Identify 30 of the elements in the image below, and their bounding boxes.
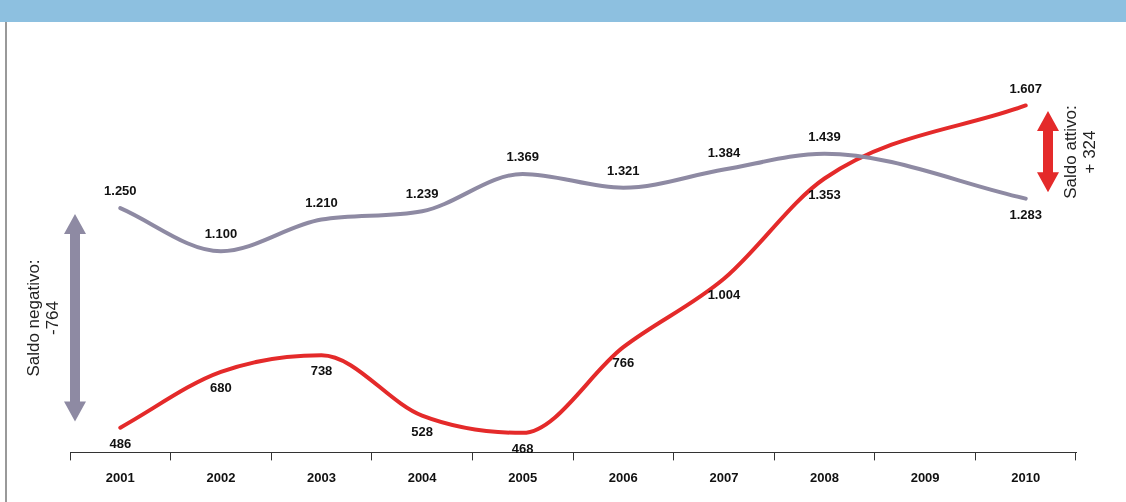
data-label: 1.353 [808,186,841,202]
annotation: Saldo attivo: + 324 [1060,105,1099,199]
data-label: 738 [310,363,333,379]
data-label: 1.210 [305,194,338,210]
data-label: 1.607 [1009,80,1042,96]
data-label: 1.439 [808,128,841,144]
x-tick-label: 2006 [608,469,638,485]
x-tick-label: 2009 [910,469,940,485]
data-label: 468 [511,440,534,456]
x-tick-label: 2001 [105,469,135,485]
data-label: 680 [210,380,232,395]
x-tick-label: 2007 [709,469,739,485]
data-label: 486 [109,435,132,451]
data-label: 1.100 [204,226,238,242]
data-label: 1.283 [1009,206,1042,222]
data-label: 1.369 [506,148,539,164]
data-label: 1.321 [607,162,640,178]
x-tick-label: 2010 [1011,469,1041,485]
data-label: 1.250 [104,183,137,199]
data-label: 1.239 [405,186,439,202]
data-label: 1.004 [707,286,741,302]
x-tick-label: 2008 [810,469,839,485]
x-tick-label: 2005 [508,469,538,485]
data-label: 1.384 [707,144,741,160]
x-tick-label: 2004 [407,469,438,485]
x-tick-label: 2003 [307,469,336,485]
data-label: 528 [411,423,433,439]
text: Saldo negativo: -764 [24,259,63,377]
x-tick-label: 2002 [206,469,236,485]
data-label: 766 [612,355,635,371]
